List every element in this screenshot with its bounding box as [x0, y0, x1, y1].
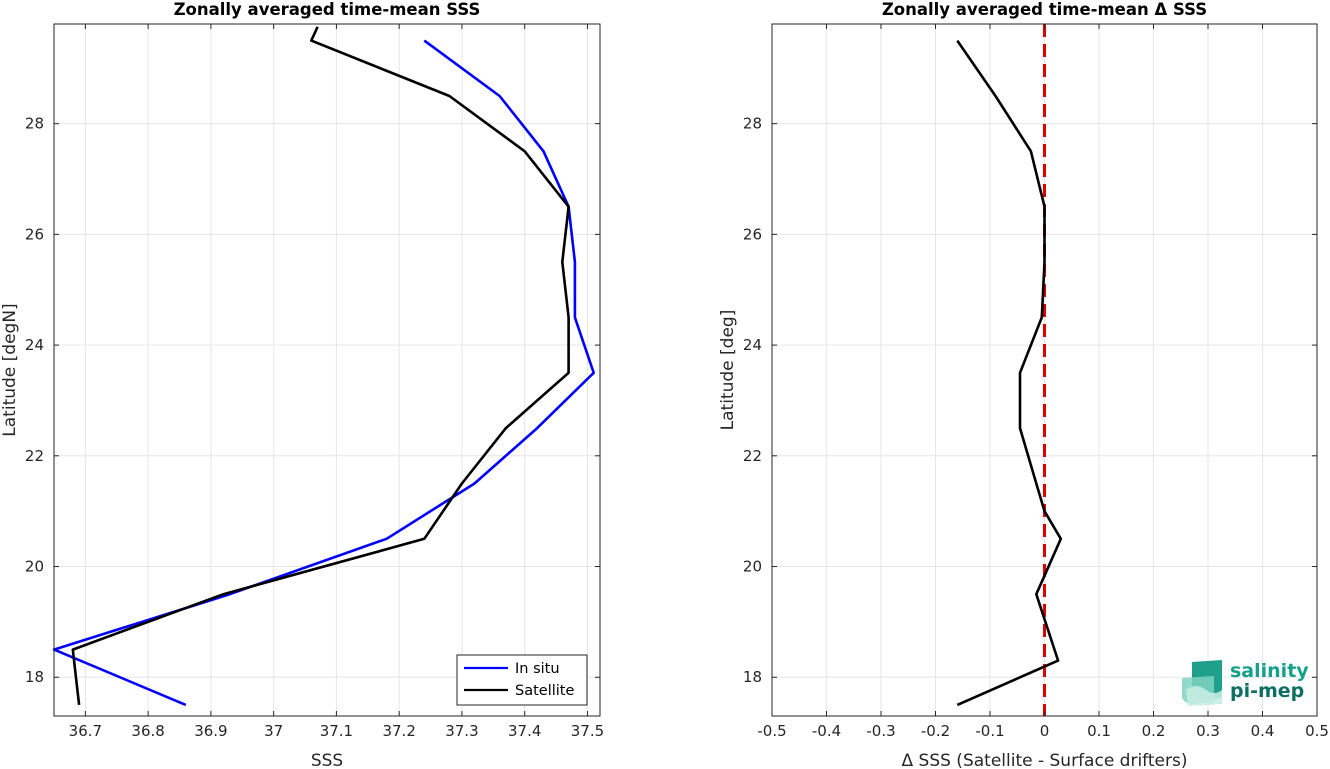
x-axis-label: SSS [311, 751, 343, 769]
chart-title: Zonally averaged time-mean Δ SSS [882, 0, 1207, 19]
x-tick-label-0-4: 0.4 [1251, 722, 1275, 740]
x-tick-label-0-4: -0.4 [812, 722, 841, 740]
legend-box [456, 654, 588, 706]
legend-label-satellite: Satellite [515, 683, 574, 699]
y-tick-label-24: 24 [25, 336, 44, 354]
logo-wave-mark-pale [1186, 686, 1222, 706]
chart-title: Zonally averaged time-mean SSS [174, 0, 481, 19]
x-tick-label-37-5: 37.5 [571, 722, 604, 740]
logo-text-salinity: salinity [1230, 660, 1309, 682]
x-tick-label-36-9: 36.9 [194, 722, 227, 740]
plot-area [54, 24, 600, 716]
salinity-pimep-logo: salinity pi-mep [1182, 660, 1309, 706]
x-tick-label-0-5: 0.5 [1305, 722, 1329, 740]
legend: In situ Satellite [456, 654, 588, 706]
panel-sss: 36.7 36.8 36.9 37 37.1 37.2 37.3 37.4 37.5 18 20 22… [0, 0, 604, 769]
x-tick-label-37-2: 37.2 [382, 722, 415, 740]
y-tick-label-18: 18 [743, 668, 762, 686]
series-line-in-situ [52, 39, 596, 707]
x-tick-label-37-1: 37.1 [320, 722, 353, 740]
y-tick-label-22: 22 [25, 447, 44, 465]
x-tick-label-0-1: 0.1 [1087, 722, 1111, 740]
series-line-satellite [71, 26, 570, 706]
x-axis-label: Δ SSS (Satellite - Surface drifters) [902, 751, 1188, 769]
x-tick-label-0-3: -0.3 [866, 722, 895, 740]
y-tick-label-26: 26 [25, 225, 44, 243]
x-tick-label-0-2: 0.2 [1142, 722, 1166, 740]
x-tick-label-0-2: -0.2 [921, 722, 950, 740]
y-tick-label-22: 22 [743, 447, 762, 465]
series-line-delta-sss [956, 39, 1063, 707]
y-axis-label: Latitude [deg] [718, 310, 738, 431]
y-tick-label-18: 18 [25, 668, 44, 686]
x-tick-label-37-4: 37.4 [508, 722, 541, 740]
y-tick-label-20: 20 [743, 558, 762, 576]
x-tick-label-0-3: 0.3 [1196, 722, 1220, 740]
x-tick-label-36-7: 36.7 [69, 722, 102, 740]
y-tick-label-24: 24 [743, 336, 762, 354]
y-tick-label-28: 28 [25, 115, 44, 133]
logo-text-pimep: pi-mep [1230, 680, 1304, 702]
panel-delta-sss: -0.5 -0.4 -0.3 -0.2 -0.1 0 0.1 0.2 0.3 0.4 0.5 18 20… [718, 0, 1329, 769]
legend-label-in-situ: In situ [515, 661, 560, 677]
x-tick-label-0: 0 [1040, 722, 1050, 740]
x-tick-label-0-5: -0.5 [757, 722, 786, 740]
x-tick-label-37: 37 [264, 722, 283, 740]
x-tick-label-37-3: 37.3 [445, 722, 478, 740]
y-tick-label-28: 28 [743, 115, 762, 133]
y-axis-label: Latitude [degN] [0, 303, 20, 436]
y-tick-label-20: 20 [25, 558, 44, 576]
x-tick-label-36-8: 36.8 [131, 722, 164, 740]
y-tick-label-26: 26 [743, 225, 762, 243]
axes-box [53, 23, 601, 717]
x-tick-label-0-1: -0.1 [975, 722, 1004, 740]
